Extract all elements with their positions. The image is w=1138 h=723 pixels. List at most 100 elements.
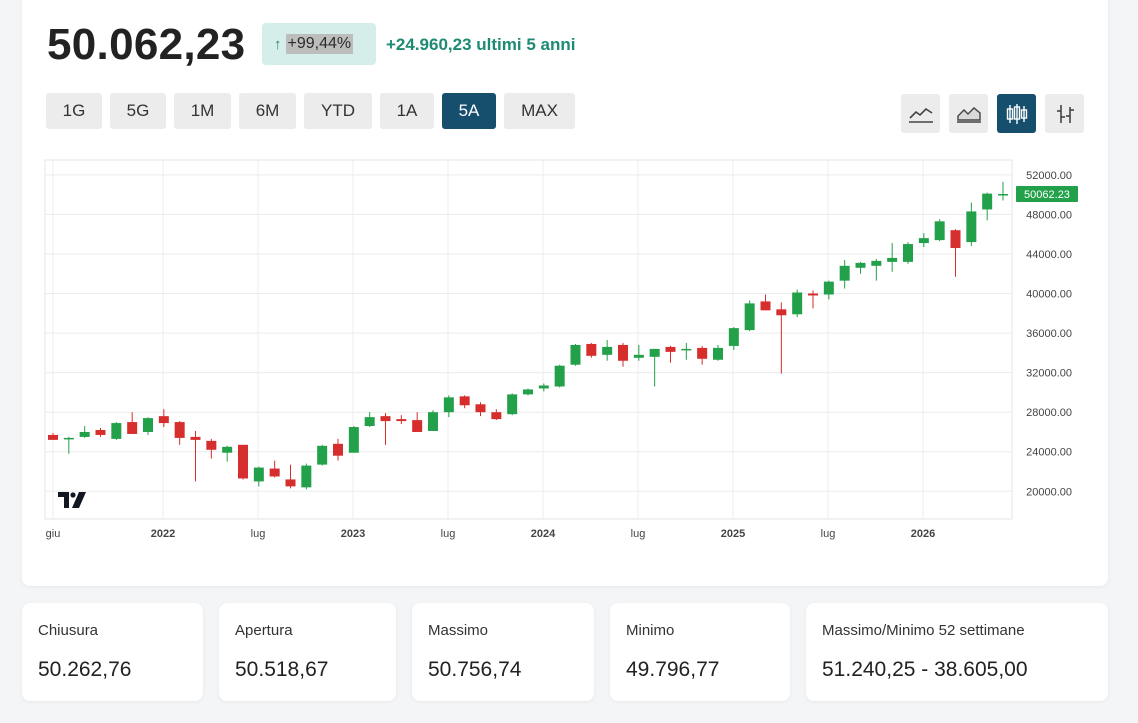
candle-body [602, 346, 613, 355]
candle-body [222, 446, 233, 453]
y-tick-label: 32000.00 [1026, 368, 1072, 380]
candle-body [966, 211, 977, 243]
candle-body [253, 467, 264, 482]
range-button-5g[interactable]: 5G [110, 93, 166, 129]
candlestick-chart-icon [1006, 103, 1027, 124]
candle-body [301, 465, 312, 488]
current-price: 50.062,23 [47, 20, 246, 69]
x-tick-label: lug [631, 528, 646, 540]
candle-body [523, 389, 533, 395]
candle-body [950, 230, 961, 249]
candlestick-chart-button[interactable] [997, 94, 1036, 133]
stat-label: Massimo [428, 622, 489, 639]
stat-card-52-week-range: Massimo/Minimo 52 settimane 51.240,25 - … [806, 603, 1108, 701]
candle-body [760, 301, 771, 311]
candle-body [713, 347, 723, 360]
range-button-ytd[interactable]: YTD [304, 93, 372, 129]
y-tick-label: 24000.00 [1026, 447, 1072, 459]
candle-body [491, 412, 502, 420]
y-tick-label: 48000.00 [1026, 209, 1072, 221]
line-chart-button[interactable] [901, 94, 940, 133]
candlestick-chart[interactable]: 20000.00 24000.00 28000.00 32000.00 36000.00… [0, 0, 1138, 560]
candle-body [697, 347, 708, 359]
candle-body [586, 343, 597, 356]
candle-body [839, 265, 850, 281]
candle-body [443, 397, 454, 413]
stat-card-close: Chiusura 50.262,76 [22, 603, 203, 701]
range-button-1a[interactable]: 1A [380, 93, 434, 129]
line-chart-icon [908, 107, 933, 123]
candle-body [618, 344, 628, 361]
candle-body [554, 365, 565, 387]
candle-body [428, 412, 438, 431]
candle-body [63, 437, 74, 440]
candle-body [728, 328, 739, 346]
candle-body [998, 194, 1008, 196]
area-chart-icon [956, 106, 981, 123]
arrow-up-icon: ↑ [274, 35, 282, 53]
last-price-marker [1016, 186, 1078, 203]
x-tick-label: lug [441, 528, 456, 540]
candle-body [127, 422, 138, 434]
candle-body [174, 422, 185, 438]
candle-body [871, 260, 882, 266]
y-tick-label: 44000.00 [1026, 249, 1072, 261]
y-tick-label: 40000.00 [1026, 289, 1072, 301]
candle-body [681, 348, 692, 351]
x-tick-label: 2025 [721, 528, 745, 540]
stat-card-low: Minimo 49.796,77 [610, 603, 790, 701]
time-range-selector: 1G 5G 1M 6M YTD 1A 5A MAX [46, 93, 575, 129]
candle-body [380, 416, 391, 422]
x-tick-label: 2022 [151, 528, 175, 540]
y-tick-label: 20000.00 [1026, 486, 1072, 498]
tradingview-logo-icon [58, 492, 86, 508]
candle-body [317, 445, 328, 465]
stat-label: Chiusura [38, 622, 99, 639]
candle-body [918, 238, 929, 244]
x-tick-label: 2024 [531, 528, 556, 540]
stat-value: 49.796,77 [626, 658, 720, 681]
x-tick-label: giu [46, 528, 61, 540]
candle-body [348, 427, 359, 453]
last-price-label: 50062.23 [1024, 189, 1070, 201]
candle-body [396, 419, 407, 422]
stat-value: 51.240,25 - 38.605,00 [822, 658, 1028, 681]
area-chart-button[interactable] [949, 94, 988, 133]
candle-body [903, 244, 913, 262]
stat-card-high: Massimo 50.756,74 [412, 603, 594, 701]
candle-body [776, 309, 787, 316]
candle-body [744, 303, 755, 331]
stat-value: 50.756,74 [428, 658, 522, 681]
range-button-5a[interactable]: 5A [442, 93, 496, 129]
candle-body [507, 394, 518, 415]
candle-body [364, 417, 375, 427]
candle-body [206, 440, 217, 450]
y-tick-label: 36000.00 [1026, 328, 1072, 340]
range-button-6m[interactable]: 6M [239, 93, 296, 129]
candle-body [823, 281, 834, 295]
candle-body [792, 292, 803, 315]
x-tick-label: 2023 [341, 528, 365, 540]
candle-body [887, 257, 898, 262]
range-button-1m[interactable]: 1M [174, 93, 231, 129]
range-button-max[interactable]: MAX [504, 93, 575, 129]
x-tick-label: lug [821, 528, 836, 540]
candle-body [633, 354, 644, 358]
candle-body [158, 416, 169, 424]
range-button-1g[interactable]: 1G [46, 93, 102, 129]
stat-label: Massimo/Minimo 52 settimane [822, 622, 1025, 639]
candle-body [934, 221, 945, 241]
stat-value: 50.518,67 [235, 658, 329, 681]
ohlc-bar-chart-icon [1056, 104, 1074, 123]
candle-body [269, 468, 280, 477]
candle-body [459, 396, 470, 406]
candle-body [570, 344, 581, 365]
candle-body [665, 346, 676, 352]
stat-label: Apertura [235, 622, 293, 639]
stat-label: Minimo [626, 622, 675, 639]
candle-body [79, 431, 90, 437]
ohlc-chart-button[interactable] [1045, 94, 1084, 133]
plot-frame [44, 159, 1013, 520]
stat-card-open: Apertura 50.518,67 [219, 603, 396, 701]
candle-body [412, 420, 423, 432]
